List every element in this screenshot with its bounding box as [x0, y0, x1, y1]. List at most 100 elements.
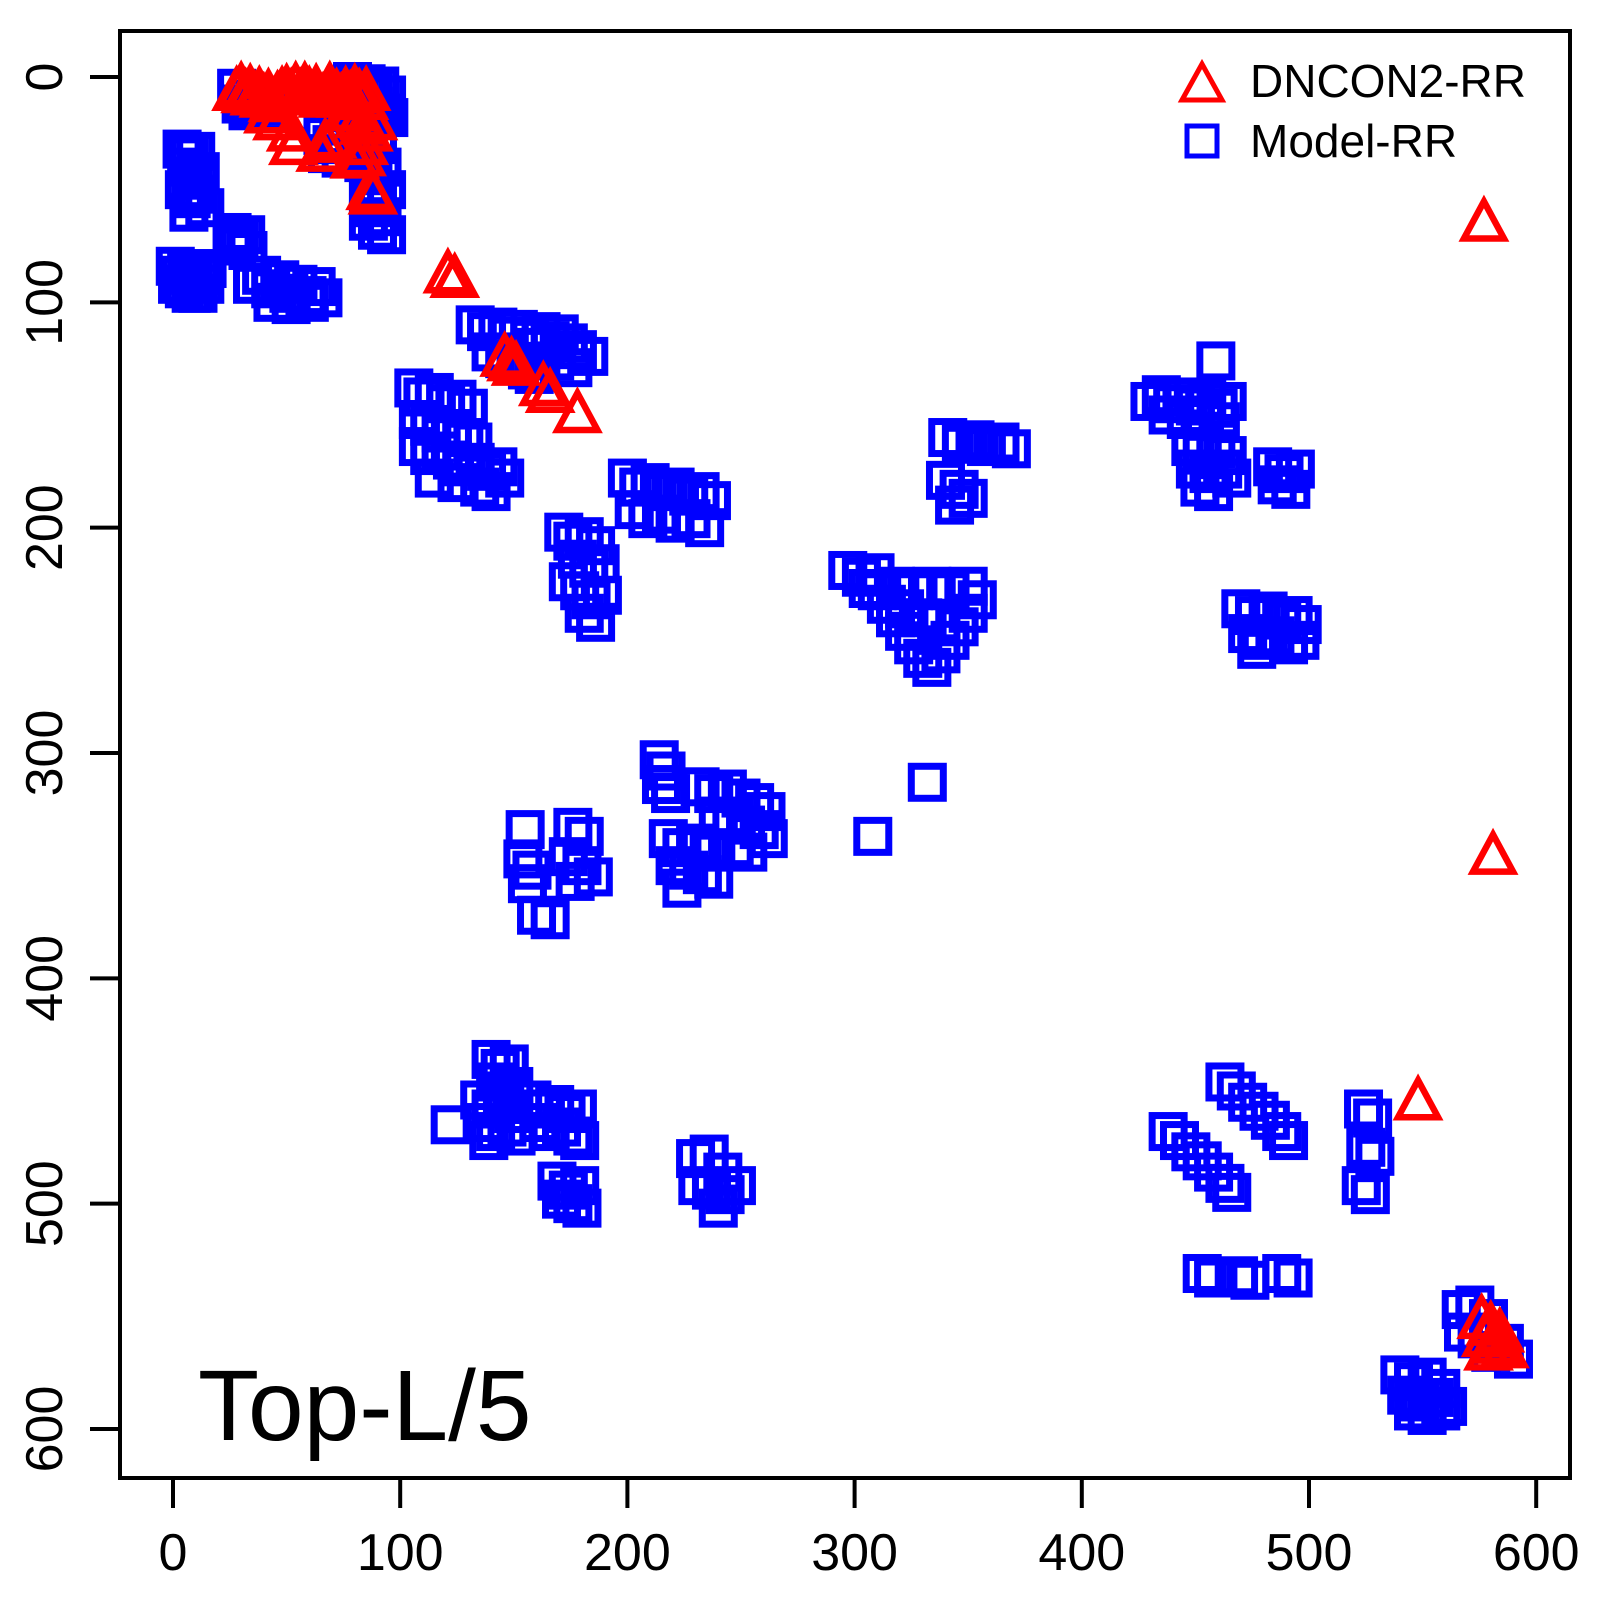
y-tick-label: 300	[16, 710, 74, 797]
square-marker	[187, 249, 227, 289]
y-tick-label: 100	[16, 259, 74, 346]
triangle-marker	[551, 386, 603, 434]
square-marker	[460, 467, 500, 507]
square-marker	[1262, 1254, 1302, 1294]
square-marker	[1262, 1112, 1302, 1152]
square-marker	[1194, 472, 1234, 512]
square-marker	[853, 816, 893, 856]
square-marker	[476, 1112, 516, 1152]
triangle-marker	[265, 104, 317, 152]
triangle-marker	[1467, 827, 1519, 875]
square-marker	[562, 1188, 602, 1228]
square-marker	[560, 1121, 600, 1161]
x-tick-label: 400	[1038, 1524, 1125, 1582]
square-marker	[430, 1105, 470, 1145]
triangle-marker	[299, 115, 351, 163]
square-marker	[414, 458, 454, 498]
square-marker	[503, 839, 543, 879]
x-axis: 0 100 200 300 400 500 600	[159, 1478, 1580, 1582]
x-tick-label: 200	[584, 1524, 671, 1582]
triangle-marker	[479, 329, 531, 377]
square-marker	[1212, 1172, 1252, 1212]
square-marker	[991, 429, 1031, 469]
square-marker	[1205, 1163, 1245, 1203]
legend-item-model: Model-RR	[1176, 118, 1526, 164]
square-marker	[576, 602, 616, 642]
square-marker	[948, 566, 988, 606]
square-marker	[698, 1188, 738, 1228]
legend: DNCON2-RR Model-RR	[1176, 58, 1526, 164]
square-marker	[980, 422, 1020, 462]
square-marker	[564, 816, 604, 856]
legend-item-dncon2: DNCON2-RR	[1176, 58, 1526, 104]
square-marker	[1273, 1258, 1313, 1298]
square-marker	[217, 226, 257, 266]
triangle-marker	[347, 167, 399, 215]
y-tick-label: 200	[16, 484, 74, 571]
square-marker	[553, 807, 593, 847]
x-tick-label: 0	[159, 1524, 188, 1582]
triangle-marker	[1458, 194, 1510, 242]
scatter-series-model-rr	[155, 62, 1533, 1435]
scatter-series-dncon2-rr	[211, 59, 1530, 1371]
square-marker	[553, 348, 593, 388]
y-tick-label: 500	[16, 1160, 74, 1247]
square-marker	[935, 485, 975, 525]
square-marker	[1194, 1258, 1234, 1298]
y-tick-label: 400	[16, 935, 74, 1022]
x-tick-label: 500	[1266, 1524, 1353, 1582]
square-marker	[1341, 1166, 1381, 1206]
square-marker	[728, 832, 768, 872]
square-marker	[555, 861, 595, 901]
triangle-marker	[1456, 1291, 1508, 1340]
square-marker	[169, 192, 209, 232]
triangle-marker	[1392, 1073, 1444, 1121]
triangle-marker	[429, 250, 481, 299]
square-marker	[1350, 1175, 1390, 1215]
triangle-marker	[1460, 1310, 1512, 1358]
triangle-marker	[329, 131, 381, 179]
legend-label-model: Model-RR	[1250, 115, 1458, 167]
square-marker	[553, 1116, 593, 1156]
square-marker	[1148, 1112, 1188, 1152]
square-marker	[1216, 1071, 1256, 1111]
square-marker	[1182, 1254, 1222, 1294]
square-marker-icon	[1176, 118, 1228, 164]
legend-label-dncon2: DNCON2-RR	[1250, 55, 1526, 107]
square-marker	[1171, 1132, 1211, 1172]
square-marker	[471, 472, 511, 512]
square-marker	[1205, 1062, 1245, 1102]
square-marker	[564, 593, 604, 633]
annotation-top-l5: Top-L/5	[198, 1350, 532, 1462]
square-marker	[1219, 1256, 1259, 1296]
square-marker	[1182, 1141, 1222, 1181]
square-marker	[907, 762, 947, 802]
triangle-marker	[490, 338, 542, 386]
y-axis: 0 100 200 300 400 500 600	[16, 63, 120, 1473]
triangle-marker	[242, 86, 294, 134]
x-tick-label: 100	[357, 1524, 444, 1582]
square-marker	[1271, 469, 1311, 509]
square-marker	[178, 273, 218, 313]
square-marker	[289, 282, 329, 322]
triangle-marker	[267, 118, 319, 166]
square-marker	[1421, 1391, 1461, 1431]
square-marker	[955, 420, 995, 460]
square-marker	[1280, 620, 1320, 660]
x-tick-label: 300	[811, 1524, 898, 1582]
square-marker	[1196, 341, 1236, 381]
triangle-marker	[1463, 1323, 1514, 1371]
triangle-marker	[524, 365, 576, 413]
y-tick-label: 600	[16, 1386, 74, 1473]
square-marker	[662, 868, 702, 908]
plot-border	[118, 29, 1572, 1480]
square-marker	[680, 472, 720, 512]
square-marker	[1239, 1091, 1279, 1131]
square-marker	[685, 508, 725, 548]
square-marker	[553, 1184, 593, 1224]
square-marker	[542, 1179, 582, 1219]
square-marker	[1159, 1121, 1199, 1161]
square-marker	[367, 215, 407, 255]
